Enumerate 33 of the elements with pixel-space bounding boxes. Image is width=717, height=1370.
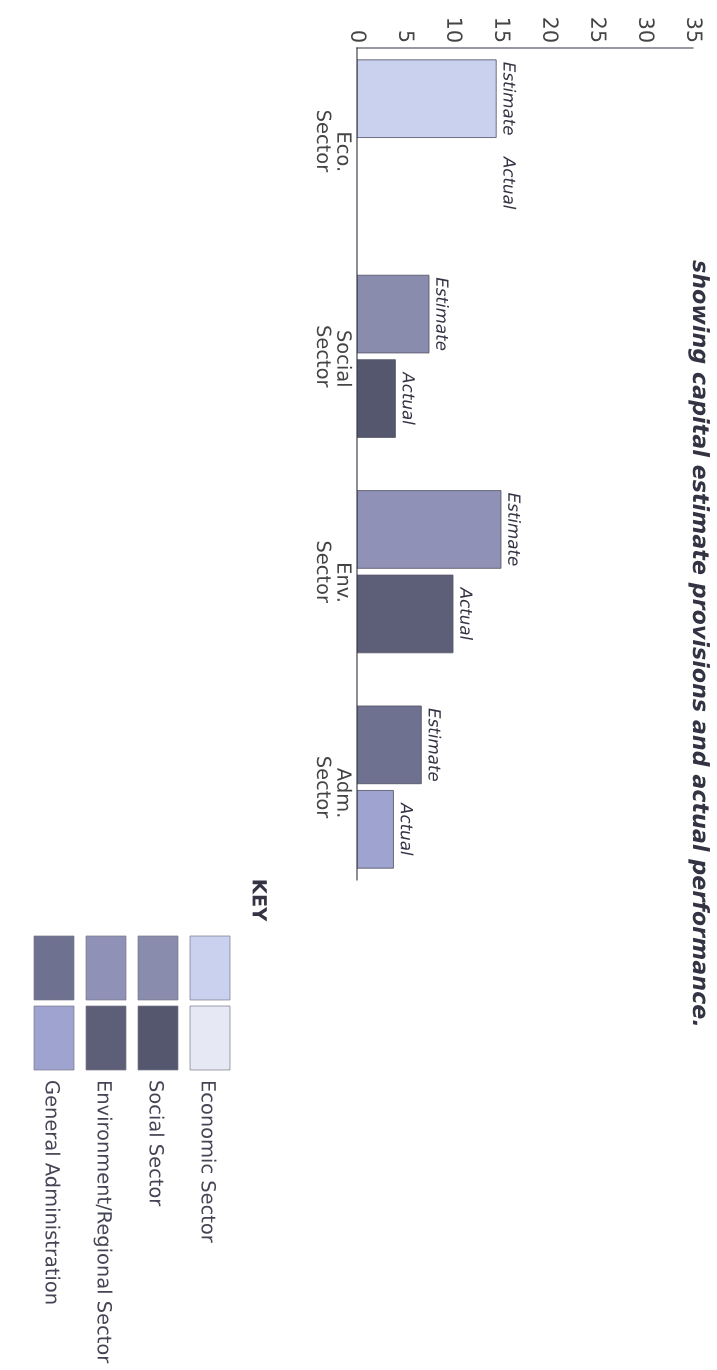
text: Estimate <box>503 62 517 135</box>
bar <box>357 59 497 138</box>
text: Actual <box>400 802 414 856</box>
x-tick-label: 35 <box>686 18 703 42</box>
text: Actual <box>460 586 473 641</box>
text: Actual <box>503 156 517 210</box>
text: Actual <box>402 371 416 425</box>
text: Social Sector <box>149 1081 165 1207</box>
bar <box>357 359 396 438</box>
y-tick-label: Eco. Sector <box>316 110 352 173</box>
text: Environment/Regional Sector <box>93 1081 113 1364</box>
x-tick-label: 10 <box>446 18 463 42</box>
bar <box>357 574 454 654</box>
x-tick-label: 15 <box>494 18 511 42</box>
text: General Administration <box>45 1081 61 1304</box>
text: Estimate <box>428 708 442 781</box>
x-tick-label: 20 <box>542 18 559 42</box>
bar <box>357 790 394 869</box>
x-tick-label: 30 <box>638 18 655 42</box>
x-tick-label: 0 <box>350 31 367 42</box>
bar <box>357 490 502 569</box>
y-tick-label: Env. Sector <box>316 541 352 603</box>
text: Economic Sector <box>201 1081 217 1243</box>
text: showing capital estimate provisions and actual performance. <box>688 260 710 1026</box>
y-tick-label: Adm. Sector <box>316 757 353 819</box>
text: Estimate <box>508 493 521 566</box>
y-tick-label: Social Sector <box>316 326 353 388</box>
bar <box>357 705 422 785</box>
x-tick-label: 25 <box>590 18 607 42</box>
bar <box>357 274 430 354</box>
x-tick-label: 5 <box>398 31 415 42</box>
legend-title: KEY <box>252 880 267 922</box>
text: Estimate <box>436 277 449 351</box>
